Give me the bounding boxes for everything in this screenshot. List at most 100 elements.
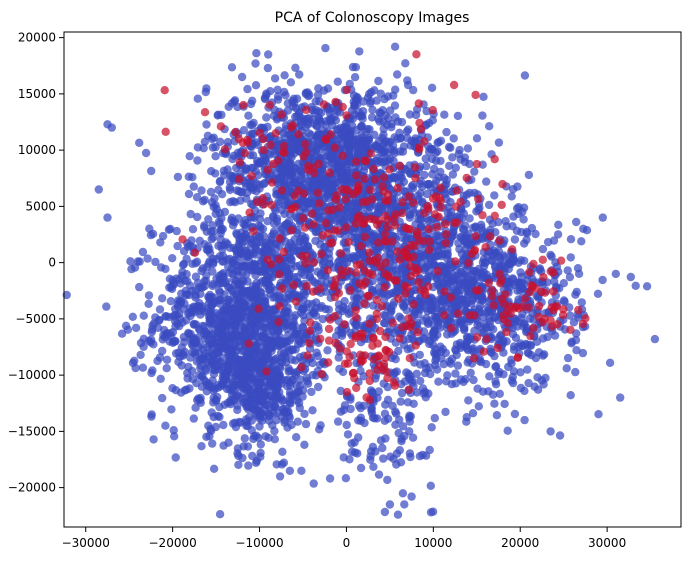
data-point-blue bbox=[201, 327, 211, 337]
data-point-blue bbox=[230, 362, 239, 371]
data-point-blue bbox=[390, 101, 400, 110]
data-point-red bbox=[470, 246, 479, 256]
data-point-red bbox=[310, 168, 319, 178]
data-point-blue bbox=[611, 269, 620, 279]
data-point-blue bbox=[350, 73, 360, 82]
data-point-blue bbox=[412, 369, 421, 378]
data-point-blue bbox=[262, 238, 271, 247]
data-point-red bbox=[470, 354, 479, 363]
data-point-red bbox=[398, 323, 407, 332]
data-point-blue bbox=[156, 374, 165, 383]
data-point-red bbox=[378, 182, 387, 191]
data-point-blue bbox=[273, 85, 282, 95]
data-point-red bbox=[161, 127, 170, 136]
data-point-blue bbox=[254, 266, 263, 275]
data-point-red bbox=[441, 219, 450, 229]
data-point-blue bbox=[218, 353, 227, 362]
data-point-red bbox=[365, 319, 374, 328]
data-point-red bbox=[242, 135, 252, 145]
data-point-blue bbox=[405, 427, 414, 436]
data-point-red bbox=[449, 80, 459, 90]
data-point-blue bbox=[209, 202, 218, 212]
data-point-blue bbox=[393, 117, 403, 126]
data-point-red bbox=[470, 311, 479, 320]
data-point-blue bbox=[520, 415, 529, 425]
data-point-blue bbox=[262, 113, 271, 122]
data-point-blue bbox=[217, 241, 226, 250]
data-point-red bbox=[384, 347, 394, 357]
data-point-red bbox=[431, 192, 441, 201]
data-point-blue bbox=[206, 187, 216, 197]
data-point-blue bbox=[642, 282, 652, 291]
data-point-red bbox=[495, 236, 504, 245]
data-point-blue bbox=[422, 161, 431, 171]
data-point-blue bbox=[509, 367, 519, 376]
data-point-red bbox=[414, 143, 424, 152]
data-point-blue bbox=[539, 380, 548, 389]
data-point-blue bbox=[233, 148, 243, 157]
data-point-blue bbox=[598, 275, 607, 285]
data-point-red bbox=[502, 327, 511, 337]
data-point-blue bbox=[397, 437, 406, 446]
data-point-blue bbox=[523, 348, 533, 357]
data-point-blue bbox=[243, 84, 252, 94]
data-point-blue bbox=[430, 413, 439, 423]
data-point-blue bbox=[262, 400, 272, 410]
data-point-blue bbox=[572, 346, 581, 355]
data-point-red bbox=[390, 221, 400, 230]
data-point-red bbox=[416, 124, 426, 134]
data-point-blue bbox=[378, 443, 387, 453]
data-point-red bbox=[578, 319, 588, 328]
data-point-blue bbox=[479, 320, 489, 329]
data-point-red bbox=[474, 194, 483, 204]
data-point-red bbox=[336, 249, 345, 258]
data-point-red bbox=[345, 352, 354, 362]
data-point-red bbox=[346, 339, 355, 349]
data-point-blue bbox=[147, 166, 156, 176]
data-point-blue bbox=[208, 322, 217, 331]
data-point-red bbox=[352, 171, 361, 180]
data-point-blue bbox=[485, 372, 494, 381]
data-point-red bbox=[374, 352, 383, 361]
data-point-blue bbox=[384, 114, 393, 123]
data-point-blue bbox=[340, 297, 349, 306]
data-point-blue bbox=[141, 148, 151, 158]
data-point-red bbox=[190, 248, 200, 257]
data-point-blue bbox=[216, 229, 225, 238]
data-point-blue bbox=[322, 191, 332, 200]
data-point-blue bbox=[236, 188, 246, 197]
data-point-blue bbox=[139, 311, 148, 320]
data-point-red bbox=[392, 276, 401, 285]
data-point-blue bbox=[577, 237, 586, 246]
data-point-red bbox=[309, 258, 319, 267]
data-point-red bbox=[394, 294, 403, 303]
data-point-blue bbox=[507, 376, 516, 385]
data-point-red bbox=[337, 185, 347, 194]
data-point-red bbox=[481, 243, 490, 252]
data-point-red bbox=[529, 324, 538, 333]
data-point-blue bbox=[296, 113, 305, 122]
data-point-blue bbox=[227, 383, 237, 392]
data-point-blue bbox=[356, 463, 366, 473]
data-point-blue bbox=[470, 167, 479, 176]
data-point-red bbox=[446, 293, 455, 302]
data-point-red bbox=[275, 270, 284, 279]
data-point-blue bbox=[466, 368, 475, 377]
data-point-blue bbox=[451, 369, 460, 378]
data-point-blue bbox=[290, 178, 300, 187]
data-point-blue bbox=[260, 297, 269, 306]
data-point-red bbox=[410, 241, 419, 251]
data-point-blue bbox=[449, 285, 458, 294]
data-point-blue bbox=[405, 411, 414, 420]
data-point-red bbox=[265, 100, 275, 110]
data-point-red bbox=[317, 369, 326, 379]
data-point-red bbox=[365, 376, 374, 386]
data-point-blue bbox=[312, 348, 321, 357]
data-point-blue bbox=[302, 373, 311, 382]
data-point-blue bbox=[227, 285, 236, 294]
data-point-blue bbox=[352, 126, 361, 135]
data-point-blue bbox=[201, 87, 210, 97]
data-point-blue bbox=[384, 414, 393, 423]
data-point-blue bbox=[469, 223, 478, 232]
